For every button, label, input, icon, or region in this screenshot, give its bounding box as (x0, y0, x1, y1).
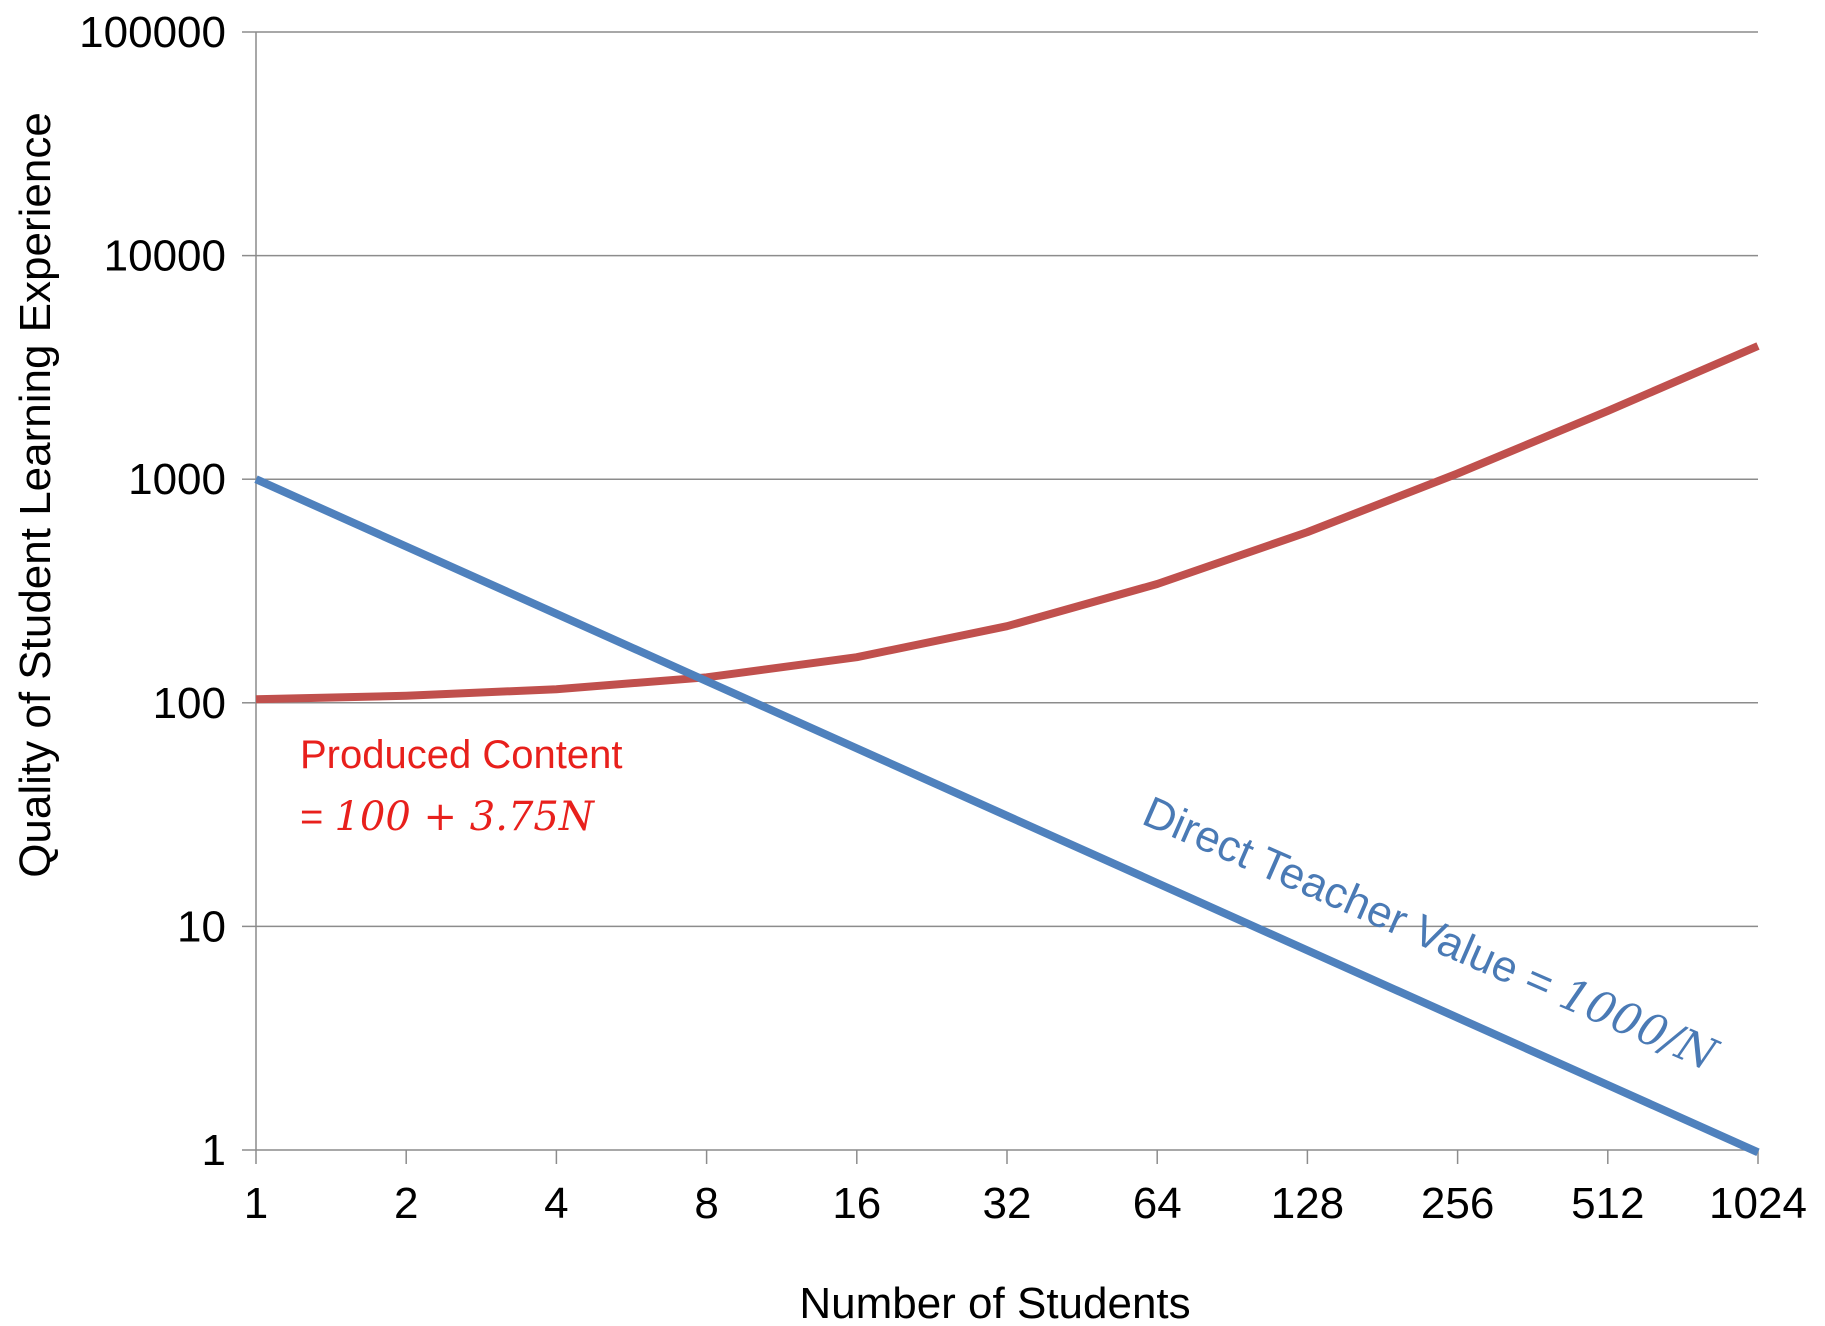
produced-content-formula-prefix: = (300, 795, 334, 839)
series-line-1 (255, 342, 1760, 704)
series-lines (254, 342, 1760, 1156)
x-axis-title: Number of Students (799, 1279, 1190, 1326)
gridlines (256, 31, 1758, 928)
x-tick-label: 4 (544, 1179, 568, 1228)
direct-teacher-value-formula: 1000/N (1552, 968, 1725, 1082)
x-tick-label: 64 (1133, 1179, 1182, 1228)
x-tick-label: 512 (1571, 1179, 1644, 1228)
produced-content-label: Produced Content (300, 733, 622, 777)
x-tick-label: 8 (694, 1179, 718, 1228)
x-tick-label: 256 (1421, 1179, 1494, 1228)
y-tick-label: 1000 (128, 455, 226, 504)
x-tick-label: 128 (1271, 1179, 1344, 1228)
x-tick-label: 2 (394, 1179, 418, 1228)
y-tick-label: 10000 (104, 232, 226, 281)
series-line-2 (254, 475, 1760, 1156)
x-tick-label: 16 (832, 1179, 881, 1228)
produced-content-formula-math: 100 + 3.75N (334, 794, 595, 840)
y-tick-label: 10 (177, 902, 226, 951)
x-tick-label: 32 (983, 1179, 1032, 1228)
y-tick-label: 100 (153, 679, 226, 728)
x-axis: 1 2 4 8 16 32 64 128 256 512 1024 (244, 1149, 1807, 1228)
x-tick-label: 1024 (1709, 1179, 1807, 1228)
y-tick-label: 100000 (79, 8, 226, 57)
x-tick-label: 1 (244, 1179, 268, 1228)
y-tick-label: 1 (202, 1126, 226, 1175)
direct-teacher-value-label: Direct Teacher Value = 1000/N (1136, 786, 1726, 1081)
y-axis-title: Quality of Student Learning Experience (11, 112, 60, 878)
y-axis: 1 10 100 1000 10000 100000 (79, 8, 257, 1175)
produced-content-formula: = 100 + 3.75N (300, 794, 596, 840)
